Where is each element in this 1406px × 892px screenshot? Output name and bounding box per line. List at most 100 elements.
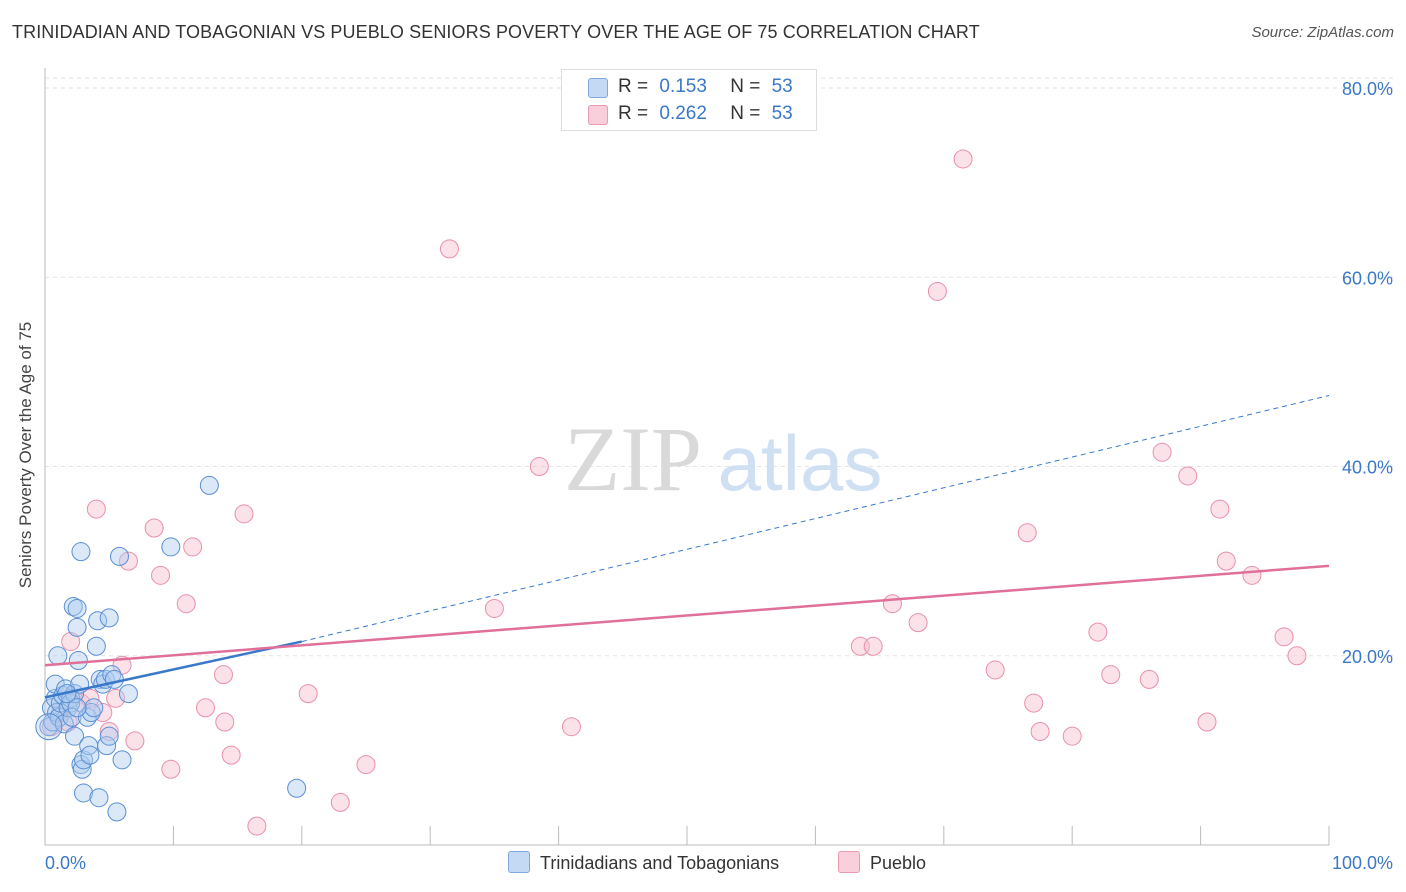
trinidadian-point: [287, 778, 307, 798]
pueblo-points: [41, 149, 1307, 836]
pueblo-point: [1152, 442, 1172, 462]
pueblo-point: [1210, 499, 1230, 519]
trinidadian-point: [71, 542, 91, 562]
x-tick-label: 100.0%: [1332, 853, 1393, 873]
pueblo-point: [882, 594, 902, 614]
pueblo-point: [1242, 565, 1262, 585]
pueblo-point: [863, 636, 883, 656]
y-tick-label: 40.0%: [1342, 458, 1393, 478]
pueblo-point: [161, 759, 181, 779]
bottom-legend-label: Pueblo: [870, 853, 927, 873]
pueblo-point: [927, 281, 947, 301]
pueblo-point: [439, 239, 459, 259]
pueblo-point: [985, 660, 1005, 680]
pueblo-point: [80, 688, 100, 708]
trinidadian-point-large: [35, 713, 63, 741]
pueblo-point: [183, 537, 203, 557]
trinidadian-point: [99, 726, 119, 746]
trinidadian-point: [65, 726, 85, 746]
pueblo-point: [1024, 693, 1044, 713]
pueblo-point: [561, 717, 581, 737]
legend-n-label: N =: [730, 76, 761, 97]
trinidadian-point: [74, 783, 94, 803]
pueblo-point: [1274, 627, 1294, 647]
trinidadian-point: [161, 537, 181, 557]
bottom-legend-label: Trinidadians and Tobagonians: [540, 853, 780, 873]
pueblo-point: [1088, 622, 1108, 642]
pueblo-point: [1197, 712, 1217, 732]
y-tick-label: 80.0%: [1342, 79, 1393, 99]
pueblo-point: [93, 703, 113, 723]
gridlines: [45, 77, 1393, 657]
trinidadian-point: [67, 598, 87, 618]
source-label: Source: ZipAtlas.com: [1251, 24, 1394, 41]
pueblo-point: [1062, 726, 1082, 746]
x-tick-label: 0.0%: [45, 853, 86, 873]
pueblo-point: [144, 518, 164, 538]
pueblo-point: [215, 712, 235, 732]
pueblo-point: [330, 792, 350, 812]
watermark-atlas: atlas: [718, 419, 883, 507]
watermark-zip: ZIP: [564, 408, 702, 510]
pueblo-point: [196, 698, 215, 718]
trinidadian-point: [104, 669, 124, 689]
pueblo-point: [529, 457, 549, 476]
tick-labels: 20.0% 40.0% 60.0% 80.0% 0.0% 100.0%: [45, 79, 1393, 873]
trinidadian-point: [88, 611, 108, 631]
trinidadian-point: [84, 698, 104, 718]
pueblo-point: [221, 745, 241, 765]
legend-swatch-pink: [588, 105, 608, 125]
pueblo-point: [356, 755, 376, 775]
legend-n-value: 53: [771, 76, 793, 97]
trend-lines: [44, 395, 1330, 699]
trinidadian-point: [62, 707, 82, 727]
pueblo-point: [176, 594, 196, 614]
y-tick-label: 60.0%: [1342, 268, 1393, 288]
pueblo-point: [1178, 466, 1198, 486]
trinidadian-point: [107, 802, 127, 822]
pueblo-point: [1030, 721, 1050, 741]
legend-n-value: 53: [771, 103, 793, 124]
chart-title: TRINIDADIAN AND TOBAGONIAN VS PUEBLO SEN…: [12, 22, 980, 42]
trinidadian-point: [199, 475, 219, 495]
pueblo-point: [106, 688, 126, 708]
trinidadian-point: [80, 745, 100, 765]
pueblo-point: [298, 684, 318, 704]
trinidadian-trend-line: [44, 640, 303, 699]
pueblo-trend-line: [44, 564, 1330, 667]
pueblo-point: [1216, 551, 1236, 571]
legend-r-label: R =: [618, 76, 649, 97]
pueblo-point: [118, 551, 138, 571]
trinidadian-point: [118, 684, 138, 704]
trinidadian-point: [86, 636, 106, 656]
trinidadian-point: [48, 646, 68, 666]
trinidadian-point: [68, 650, 88, 670]
trinidadian-point: [99, 608, 119, 628]
pueblo-point: [1139, 669, 1159, 689]
pueblo-point: [1287, 646, 1307, 666]
axes: [44, 68, 1330, 846]
y-tick-label: 20.0%: [1342, 647, 1393, 667]
legend-swatch-blue: [588, 78, 608, 98]
legend-r-value: 0.262: [659, 103, 707, 124]
bottom-legend-swatch-pink: [838, 851, 860, 873]
legend: R = 0.153 N = 53 R = 0.262 N = 53: [561, 69, 817, 131]
trinidadian-point: [67, 617, 87, 637]
bottom-legend-swatch-blue: [508, 851, 530, 873]
trinidadian-point: [67, 698, 87, 718]
pueblo-point: [213, 665, 233, 685]
pueblo-point: [125, 731, 145, 751]
pueblo-point: [484, 598, 504, 618]
pueblo-point: [61, 632, 81, 652]
pueblo-point: [86, 499, 106, 519]
trinidadian-point: [112, 750, 132, 770]
pueblo-point: [953, 149, 973, 169]
trinidadian-point: [89, 788, 109, 808]
pueblo-point: [908, 613, 928, 633]
pueblo-point: [247, 816, 267, 836]
legend-n-label: N =: [730, 103, 761, 124]
legend-r-value: 0.153: [659, 76, 707, 97]
pueblo-point: [99, 721, 119, 741]
pueblo-point: [1017, 523, 1037, 543]
